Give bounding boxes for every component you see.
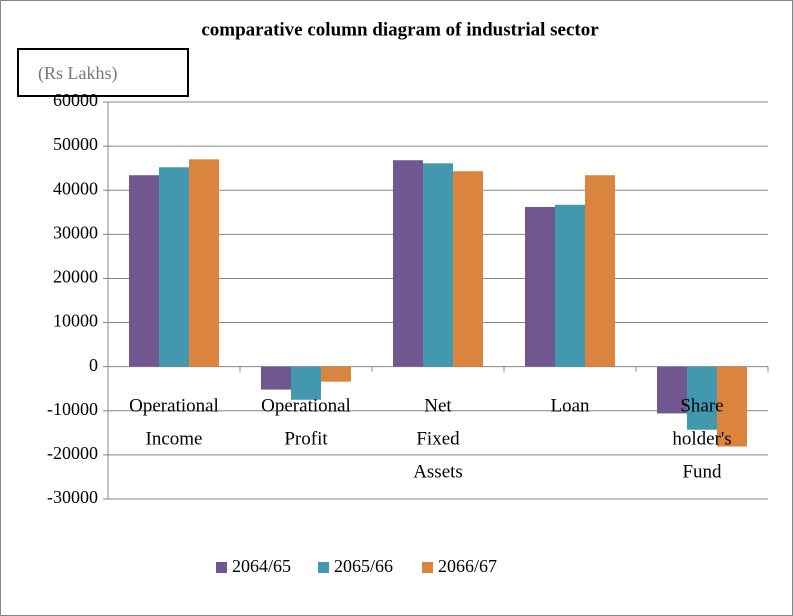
bar: [159, 167, 189, 367]
legend-swatch: [422, 562, 433, 573]
x-tick-label: Net Fixed Assets: [413, 396, 463, 483]
bar: [717, 366, 747, 447]
legend-label: 2066/67: [438, 556, 497, 576]
bar: [189, 159, 219, 367]
bar: [321, 366, 351, 382]
x-tick-label: Loan: [550, 396, 590, 417]
bar: [657, 366, 687, 414]
bar: [687, 366, 717, 430]
bar: [291, 366, 321, 400]
unit-label: (Rs Lakhs): [38, 63, 118, 84]
y-tick-label: 0: [89, 355, 98, 375]
y-tick-label: 20000: [53, 267, 98, 287]
y-tick-label: 30000: [53, 222, 98, 242]
bar: [393, 160, 423, 367]
y-tick-label: 50000: [53, 134, 98, 154]
x-tick-label: Operational Profit: [261, 396, 351, 450]
bar: [423, 163, 453, 367]
legend-label: 2064/65: [232, 556, 291, 576]
legend-label: 2065/66: [334, 556, 393, 576]
bar: [585, 175, 615, 367]
y-tick-label: -10000: [47, 399, 98, 419]
bar: [525, 206, 555, 367]
chart-title: comparative column diagram of industrial…: [201, 19, 599, 40]
y-tick-label: 60000: [53, 90, 98, 110]
bar: [261, 366, 291, 390]
bar: [129, 175, 159, 367]
bar: [453, 171, 483, 367]
y-tick-label: 10000: [53, 311, 98, 331]
unit-box: [17, 48, 189, 97]
x-tick-label: Share holder's Fund: [672, 396, 731, 483]
y-tick-label: -30000: [47, 487, 98, 507]
legend-swatch: [318, 562, 329, 573]
x-tick-label: Operational Income: [129, 396, 219, 450]
y-tick-label: -20000: [47, 443, 98, 463]
y-tick-label: 40000: [53, 178, 98, 198]
legend-swatch: [216, 562, 227, 573]
bar: [555, 204, 585, 367]
